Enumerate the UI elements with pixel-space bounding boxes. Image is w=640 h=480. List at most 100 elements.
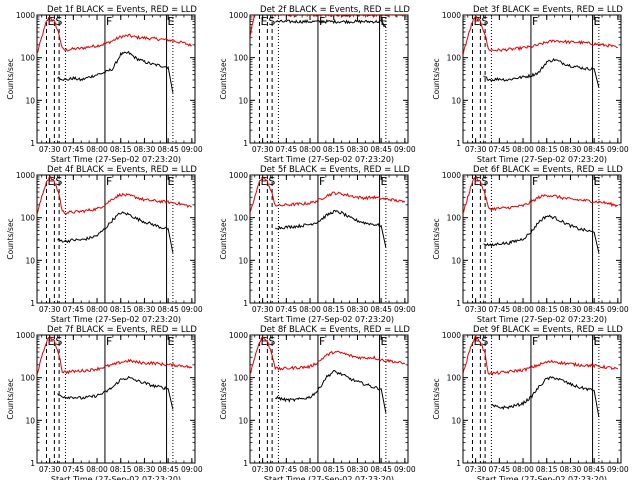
x-tick-label: 09:00 bbox=[394, 145, 416, 154]
y-axis-label: Counts/sec bbox=[219, 58, 228, 99]
y-tick-label: 10 bbox=[25, 416, 35, 425]
x-axis-label: Start Time (27-Sep-02 07:23:20) bbox=[264, 155, 394, 164]
x-tick-label: 09:00 bbox=[394, 305, 416, 314]
x-axis-label: Start Time (27-Sep-02 07:23:20) bbox=[264, 315, 394, 324]
time-marker-label: F bbox=[532, 15, 538, 28]
x-tick-label: 08:15 bbox=[323, 145, 345, 154]
x-tick-label: 07:45 bbox=[489, 465, 511, 474]
x-axis-label: Start Time (27-Sep-02 07:23:20) bbox=[477, 475, 607, 480]
time-marker-label: F bbox=[106, 335, 112, 348]
x-tick-label: 07:30 bbox=[39, 465, 61, 474]
x-tick-label: 07:45 bbox=[489, 305, 511, 314]
y-tick-label: 1 bbox=[243, 459, 248, 468]
y-axis-label: Counts/sec bbox=[219, 378, 228, 419]
x-tick-label: 08:45 bbox=[157, 305, 179, 314]
x-axis-label: Start Time (27-Sep-02 07:23:20) bbox=[264, 475, 394, 480]
lld-series-line bbox=[37, 175, 192, 216]
time-marker-label: S bbox=[55, 15, 62, 28]
time-marker-label: E bbox=[168, 175, 175, 188]
time-marker-label: S bbox=[481, 15, 488, 28]
lld-series-line bbox=[463, 175, 619, 214]
time-marker-label: E bbox=[381, 15, 388, 28]
time-marker-label: F bbox=[106, 15, 112, 28]
x-tick-label: 08:15 bbox=[536, 145, 558, 154]
time-marker-label: S bbox=[268, 15, 275, 28]
events-series-line bbox=[57, 211, 174, 253]
y-tick-label: 10 bbox=[451, 96, 461, 105]
chart-title: Det 8f BLACK = Events, RED = LLD bbox=[260, 325, 410, 335]
y-tick-label: 1 bbox=[456, 459, 461, 468]
plot-frame bbox=[249, 14, 409, 144]
events-series-line bbox=[275, 369, 387, 413]
events-series-line bbox=[275, 18, 387, 29]
time-marker-label: F bbox=[106, 175, 112, 188]
y-axis-label: Counts/sec bbox=[219, 218, 228, 259]
x-tick-label: 08:15 bbox=[536, 305, 558, 314]
x-tick-label: 07:45 bbox=[63, 145, 85, 154]
x-tick-label: 08:15 bbox=[110, 465, 132, 474]
time-marker-label: E bbox=[594, 15, 601, 28]
plot-frame bbox=[462, 174, 622, 304]
x-tick-label: 07:45 bbox=[63, 305, 85, 314]
y-tick-label: 1 bbox=[30, 459, 35, 468]
y-tick-label: 1000 bbox=[442, 171, 461, 180]
x-tick-label: 08:00 bbox=[299, 465, 321, 474]
x-tick-label: 07:45 bbox=[63, 465, 85, 474]
x-axis-label: Start Time (27-Sep-02 07:23:20) bbox=[51, 315, 181, 324]
y-tick-label: 1 bbox=[30, 139, 35, 148]
y-tick-label: 1000 bbox=[16, 331, 35, 340]
x-tick-label: 08:00 bbox=[299, 305, 321, 314]
plot-frame bbox=[36, 174, 196, 304]
x-tick-label: 07:30 bbox=[465, 465, 487, 474]
x-tick-label: 08:00 bbox=[512, 465, 534, 474]
time-marker-label: E bbox=[473, 335, 480, 348]
y-tick-label: 100 bbox=[234, 54, 249, 63]
time-marker-label: E bbox=[381, 175, 388, 188]
y-axis-label: Counts/sec bbox=[432, 378, 441, 419]
y-tick-label: 100 bbox=[447, 374, 462, 383]
plot-frame bbox=[462, 334, 622, 464]
x-axis-label: Start Time (27-Sep-02 07:23:20) bbox=[477, 155, 607, 164]
y-tick-label: 10 bbox=[451, 416, 461, 425]
x-tick-label: 08:15 bbox=[536, 465, 558, 474]
time-marker-label: E bbox=[47, 335, 54, 348]
events-series-line bbox=[491, 376, 600, 418]
x-tick-label: 08:15 bbox=[323, 305, 345, 314]
x-tick-label: 08:45 bbox=[157, 145, 179, 154]
x-tick-label: 08:00 bbox=[299, 145, 321, 154]
x-tick-label: 08:30 bbox=[134, 305, 156, 314]
detector-panel-1: Det 1f BLACK = Events, RED = LLD 1 10 100 10… bbox=[6, 5, 203, 164]
y-tick-label: 1 bbox=[243, 299, 248, 308]
x-tick-label: 09:00 bbox=[607, 145, 629, 154]
x-tick-label: 09:00 bbox=[607, 305, 629, 314]
x-tick-label: 08:00 bbox=[86, 305, 108, 314]
y-tick-label: 100 bbox=[234, 374, 249, 383]
time-marker-label: E bbox=[168, 335, 175, 348]
events-series-line bbox=[275, 209, 387, 248]
x-tick-label: 08:45 bbox=[370, 465, 392, 474]
time-marker-label: E bbox=[473, 175, 480, 188]
chart-title: Det 3f BLACK = Events, RED = LLD bbox=[473, 5, 623, 15]
time-marker-label: E bbox=[47, 15, 54, 28]
lld-series-line bbox=[463, 15, 619, 56]
time-marker-label: S bbox=[55, 175, 62, 188]
y-tick-label: 100 bbox=[234, 214, 249, 223]
chart-title: Det 7f BLACK = Events, RED = LLD bbox=[47, 325, 197, 335]
x-tick-label: 09:00 bbox=[181, 145, 203, 154]
x-tick-label: 07:45 bbox=[276, 465, 298, 474]
x-tick-label: 07:45 bbox=[276, 305, 298, 314]
x-tick-label: 09:00 bbox=[394, 465, 416, 474]
detector-panel-5: Det 5f BLACK = Events, RED = LLD 1 10 100 10… bbox=[219, 165, 416, 324]
y-tick-label: 1 bbox=[243, 139, 248, 148]
y-tick-label: 1 bbox=[30, 299, 35, 308]
detector-panel-3: Det 3f BLACK = Events, RED = LLD 1 10 100 10… bbox=[432, 5, 629, 164]
time-marker-label: E bbox=[381, 335, 388, 348]
y-tick-label: 1000 bbox=[442, 331, 461, 340]
events-series-line bbox=[483, 57, 600, 88]
y-axis-label: Counts/sec bbox=[432, 58, 441, 99]
detector-panel-6: Det 6f BLACK = Events, RED = LLD 1 10 100 10… bbox=[432, 165, 629, 324]
lld-series-line bbox=[37, 17, 192, 55]
y-tick-label: 1000 bbox=[229, 11, 248, 20]
x-tick-label: 07:30 bbox=[39, 145, 61, 154]
